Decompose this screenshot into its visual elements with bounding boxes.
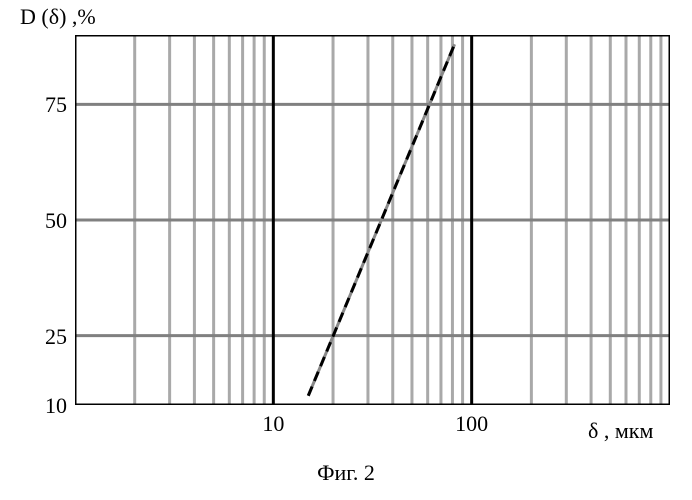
y-tick-label: 50 <box>27 208 67 234</box>
chart-container: { "chart": { "type": "line", "y_axis_lab… <box>0 0 692 500</box>
y-tick-label: 25 <box>27 324 67 350</box>
y-tick-label: 10 <box>27 393 67 419</box>
x-tick-label: 100 <box>442 411 502 437</box>
figure-caption: Фиг. 2 <box>0 460 692 486</box>
y-tick-label: 75 <box>27 92 67 118</box>
x-axis-label: δ , мкм <box>588 418 653 444</box>
x-tick-label: 10 <box>243 411 303 437</box>
y-axis-label: D (δ) ,% <box>20 4 96 30</box>
chart-plot <box>75 35 670 405</box>
